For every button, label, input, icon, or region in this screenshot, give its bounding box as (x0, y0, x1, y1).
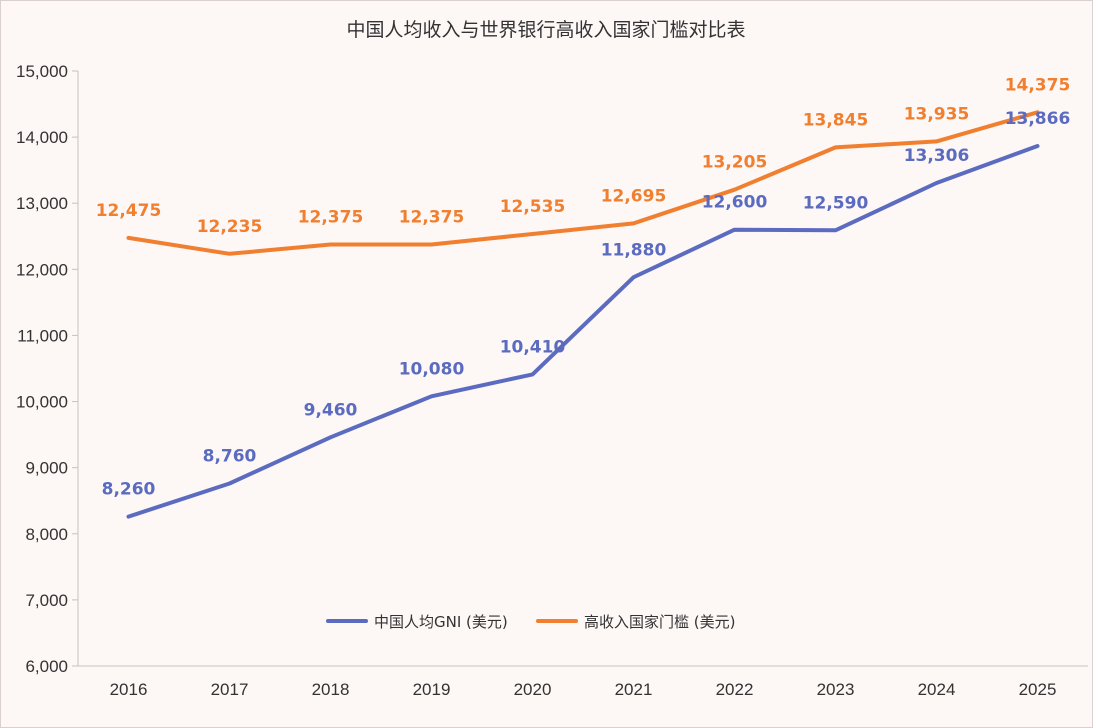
y-tick-label: 9,000 (25, 459, 68, 478)
y-tick-label: 14,000 (16, 128, 68, 147)
data-label-gni: 13,306 (904, 146, 970, 166)
x-tick-label: 2018 (312, 680, 350, 699)
data-label-gni: 11,880 (601, 240, 667, 260)
y-tick-label: 15,000 (16, 62, 68, 81)
y-tick-label: 10,000 (16, 393, 68, 412)
data-label-gni: 10,410 (500, 337, 566, 357)
y-tick-label: 7,000 (25, 591, 68, 610)
y-tick-label: 6,000 (25, 657, 68, 676)
legend-label-threshold: 高收入国家门槛 (美元) (584, 613, 735, 631)
data-label-gni: 10,080 (399, 359, 465, 379)
x-tick-label: 2022 (716, 680, 754, 699)
data-label-threshold: 13,205 (702, 153, 768, 173)
data-label-gni: 12,590 (803, 193, 869, 213)
series-line-gni (126, 144, 1040, 519)
x-tick-label: 2016 (110, 680, 148, 699)
data-label-threshold: 12,535 (500, 197, 566, 217)
data-label-threshold: 12,235 (197, 217, 263, 237)
x-tick-label: 2021 (615, 680, 653, 699)
data-label-threshold: 12,375 (399, 208, 465, 228)
data-label-threshold: 12,375 (298, 208, 364, 228)
drop-lines (127, 112, 1039, 666)
series-lines (126, 110, 1040, 519)
chart-title: 中国人均收入与世界银行高收入国家门槛对比表 (346, 19, 745, 41)
data-label-gni: 9,460 (304, 400, 358, 420)
data-label-gni: 12,600 (702, 193, 768, 213)
x-tick-label: 2020 (514, 680, 552, 699)
axes: 6,000 7,000 8,000 9,000 10,000 11,000 12,000 13… (16, 62, 1088, 699)
data-label-gni: 13,866 (1005, 109, 1071, 129)
y-tick-label: 13,000 (16, 194, 68, 213)
data-label-gni: 8,760 (203, 447, 257, 467)
data-label-threshold: 14,375 (1005, 75, 1071, 95)
series-line-threshold (126, 110, 1040, 256)
x-tick-label: 2019 (413, 680, 451, 699)
data-label-gni: 8,260 (102, 480, 156, 500)
data-label-threshold: 13,845 (803, 110, 869, 130)
x-tick-label: 2024 (918, 680, 956, 699)
data-label-threshold: 13,935 (904, 104, 970, 124)
data-label-threshold: 12,475 (96, 201, 162, 221)
x-tick-label: 2025 (1019, 680, 1057, 699)
x-tick-label: 2023 (817, 680, 855, 699)
x-tick-label: 2017 (211, 680, 249, 699)
y-tick-label: 11,000 (17, 326, 68, 345)
y-tick-label: 12,000 (16, 260, 68, 279)
y-tick-label: 8,000 (25, 525, 68, 544)
data-label-threshold: 12,695 (601, 186, 667, 206)
legend: 中国人均GNI (美元) 高收入国家门槛 (美元) (326, 613, 735, 631)
legend-label-gni: 中国人均GNI (美元) (374, 613, 508, 631)
data-labels: 8,260 8,760 9,460 10,080 10,410 11,880 12,600 1… (96, 75, 1071, 499)
